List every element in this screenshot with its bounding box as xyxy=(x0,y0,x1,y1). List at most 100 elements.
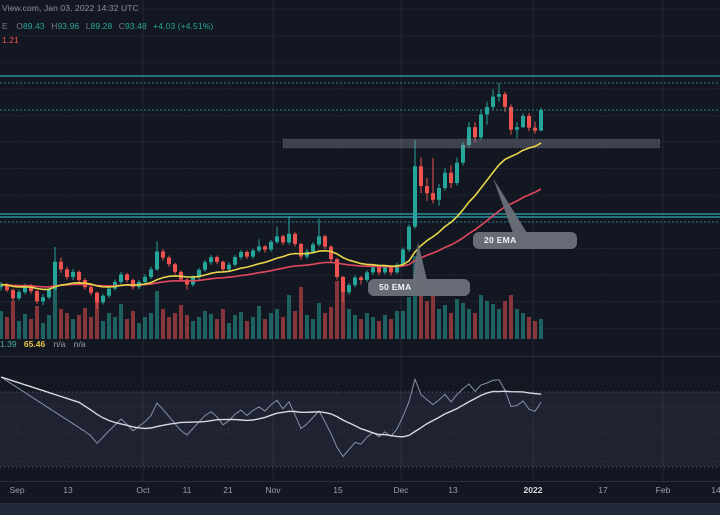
volume-bar[interactable] xyxy=(143,317,147,339)
volume-bar[interactable] xyxy=(461,303,465,339)
volume-bar[interactable] xyxy=(239,312,243,339)
volume-bar[interactable] xyxy=(113,317,117,339)
candle[interactable] xyxy=(203,262,207,270)
volume-bar[interactable] xyxy=(311,319,315,339)
volume-bar[interactable] xyxy=(281,317,285,339)
volume-bar[interactable] xyxy=(71,319,75,339)
candle[interactable] xyxy=(209,257,213,263)
candle[interactable] xyxy=(269,241,273,250)
candle[interactable] xyxy=(311,244,315,252)
candle[interactable] xyxy=(413,166,417,227)
candle[interactable] xyxy=(29,285,33,292)
volume-bar[interactable] xyxy=(287,295,291,339)
volume-bar[interactable] xyxy=(185,315,189,339)
candle[interactable] xyxy=(101,295,105,303)
candle[interactable] xyxy=(467,127,471,145)
candle[interactable] xyxy=(5,284,9,291)
volume-bar[interactable] xyxy=(497,309,501,339)
volume-bar[interactable] xyxy=(263,319,267,339)
candle[interactable] xyxy=(395,264,399,273)
volume-bar[interactable] xyxy=(323,313,327,339)
volume-bar[interactable] xyxy=(209,314,213,339)
candle[interactable] xyxy=(503,94,507,107)
volume-bar[interactable] xyxy=(137,323,141,339)
volume-bar[interactable] xyxy=(0,311,3,339)
volume-bar[interactable] xyxy=(359,319,363,339)
candle[interactable] xyxy=(491,96,495,107)
volume-bar[interactable] xyxy=(443,305,447,339)
volume-bar[interactable] xyxy=(179,305,183,339)
volume-bar[interactable] xyxy=(35,306,39,339)
candle[interactable] xyxy=(119,274,123,283)
candle[interactable] xyxy=(365,272,369,280)
candle[interactable] xyxy=(257,246,261,251)
volume-bar[interactable] xyxy=(413,256,417,339)
candle[interactable] xyxy=(23,285,27,293)
volume-bar[interactable] xyxy=(155,291,159,339)
candle[interactable] xyxy=(341,276,345,293)
volume-bar[interactable] xyxy=(245,321,249,339)
volume-bar[interactable] xyxy=(131,311,135,339)
volume-bar[interactable] xyxy=(401,311,405,339)
candle[interactable] xyxy=(227,264,231,270)
candle[interactable] xyxy=(143,276,147,283)
candle[interactable] xyxy=(47,289,51,298)
candle[interactable] xyxy=(497,94,501,97)
candle[interactable] xyxy=(419,166,423,187)
ema-50-line[interactable] xyxy=(0,188,542,288)
callout-50-ema[interactable]: 50 EMA xyxy=(368,279,470,296)
candle[interactable] xyxy=(17,292,21,299)
candle[interactable] xyxy=(335,259,339,277)
volume-bar[interactable] xyxy=(251,317,255,339)
candle[interactable] xyxy=(473,127,477,138)
volume-bar[interactable] xyxy=(293,311,297,339)
volume-bar[interactable] xyxy=(173,313,177,339)
volume-bar[interactable] xyxy=(509,295,513,339)
candle[interactable] xyxy=(461,144,465,163)
candle[interactable] xyxy=(149,269,153,277)
volume-bar[interactable] xyxy=(227,323,231,339)
candle[interactable] xyxy=(155,251,159,270)
resistance-zone[interactable] xyxy=(282,138,661,149)
candle[interactable] xyxy=(233,257,237,265)
candle[interactable] xyxy=(425,186,429,194)
volume-bar[interactable] xyxy=(221,309,225,339)
volume-bar[interactable] xyxy=(77,315,81,339)
candle[interactable] xyxy=(527,115,531,128)
candle[interactable] xyxy=(185,279,189,285)
volume-bar[interactable] xyxy=(191,321,195,339)
volume-bar[interactable] xyxy=(257,306,261,339)
candle[interactable] xyxy=(407,226,411,250)
candle[interactable] xyxy=(11,290,15,299)
volume-bar[interactable] xyxy=(89,317,93,339)
ema-20-line[interactable] xyxy=(0,142,542,291)
volume-bar[interactable] xyxy=(83,308,87,339)
candle[interactable] xyxy=(287,233,291,243)
candle[interactable] xyxy=(131,280,135,288)
volume-bar[interactable] xyxy=(431,293,435,339)
volume-bar[interactable] xyxy=(449,313,453,339)
volume-bar[interactable] xyxy=(11,301,15,339)
candle[interactable] xyxy=(515,127,519,130)
candle[interactable] xyxy=(317,236,321,245)
candle[interactable] xyxy=(281,236,285,243)
volume-bar[interactable] xyxy=(383,315,387,339)
candle[interactable] xyxy=(449,172,453,184)
volume-bar[interactable] xyxy=(377,321,381,339)
volume-bar[interactable] xyxy=(407,297,411,339)
volume-bar[interactable] xyxy=(491,304,495,339)
candle[interactable] xyxy=(89,287,93,293)
volume-bar[interactable] xyxy=(419,284,423,339)
volume-bar[interactable] xyxy=(389,319,393,339)
candle[interactable] xyxy=(443,172,447,189)
candle[interactable] xyxy=(539,110,543,131)
volume-bar[interactable] xyxy=(65,313,69,339)
volume-bar[interactable] xyxy=(485,301,489,339)
candle[interactable] xyxy=(125,274,129,280)
candle[interactable] xyxy=(53,261,57,290)
volume-bar[interactable] xyxy=(167,317,171,339)
candle[interactable] xyxy=(401,249,405,265)
volume-bar[interactable] xyxy=(527,317,531,339)
volume-bar[interactable] xyxy=(539,319,543,339)
